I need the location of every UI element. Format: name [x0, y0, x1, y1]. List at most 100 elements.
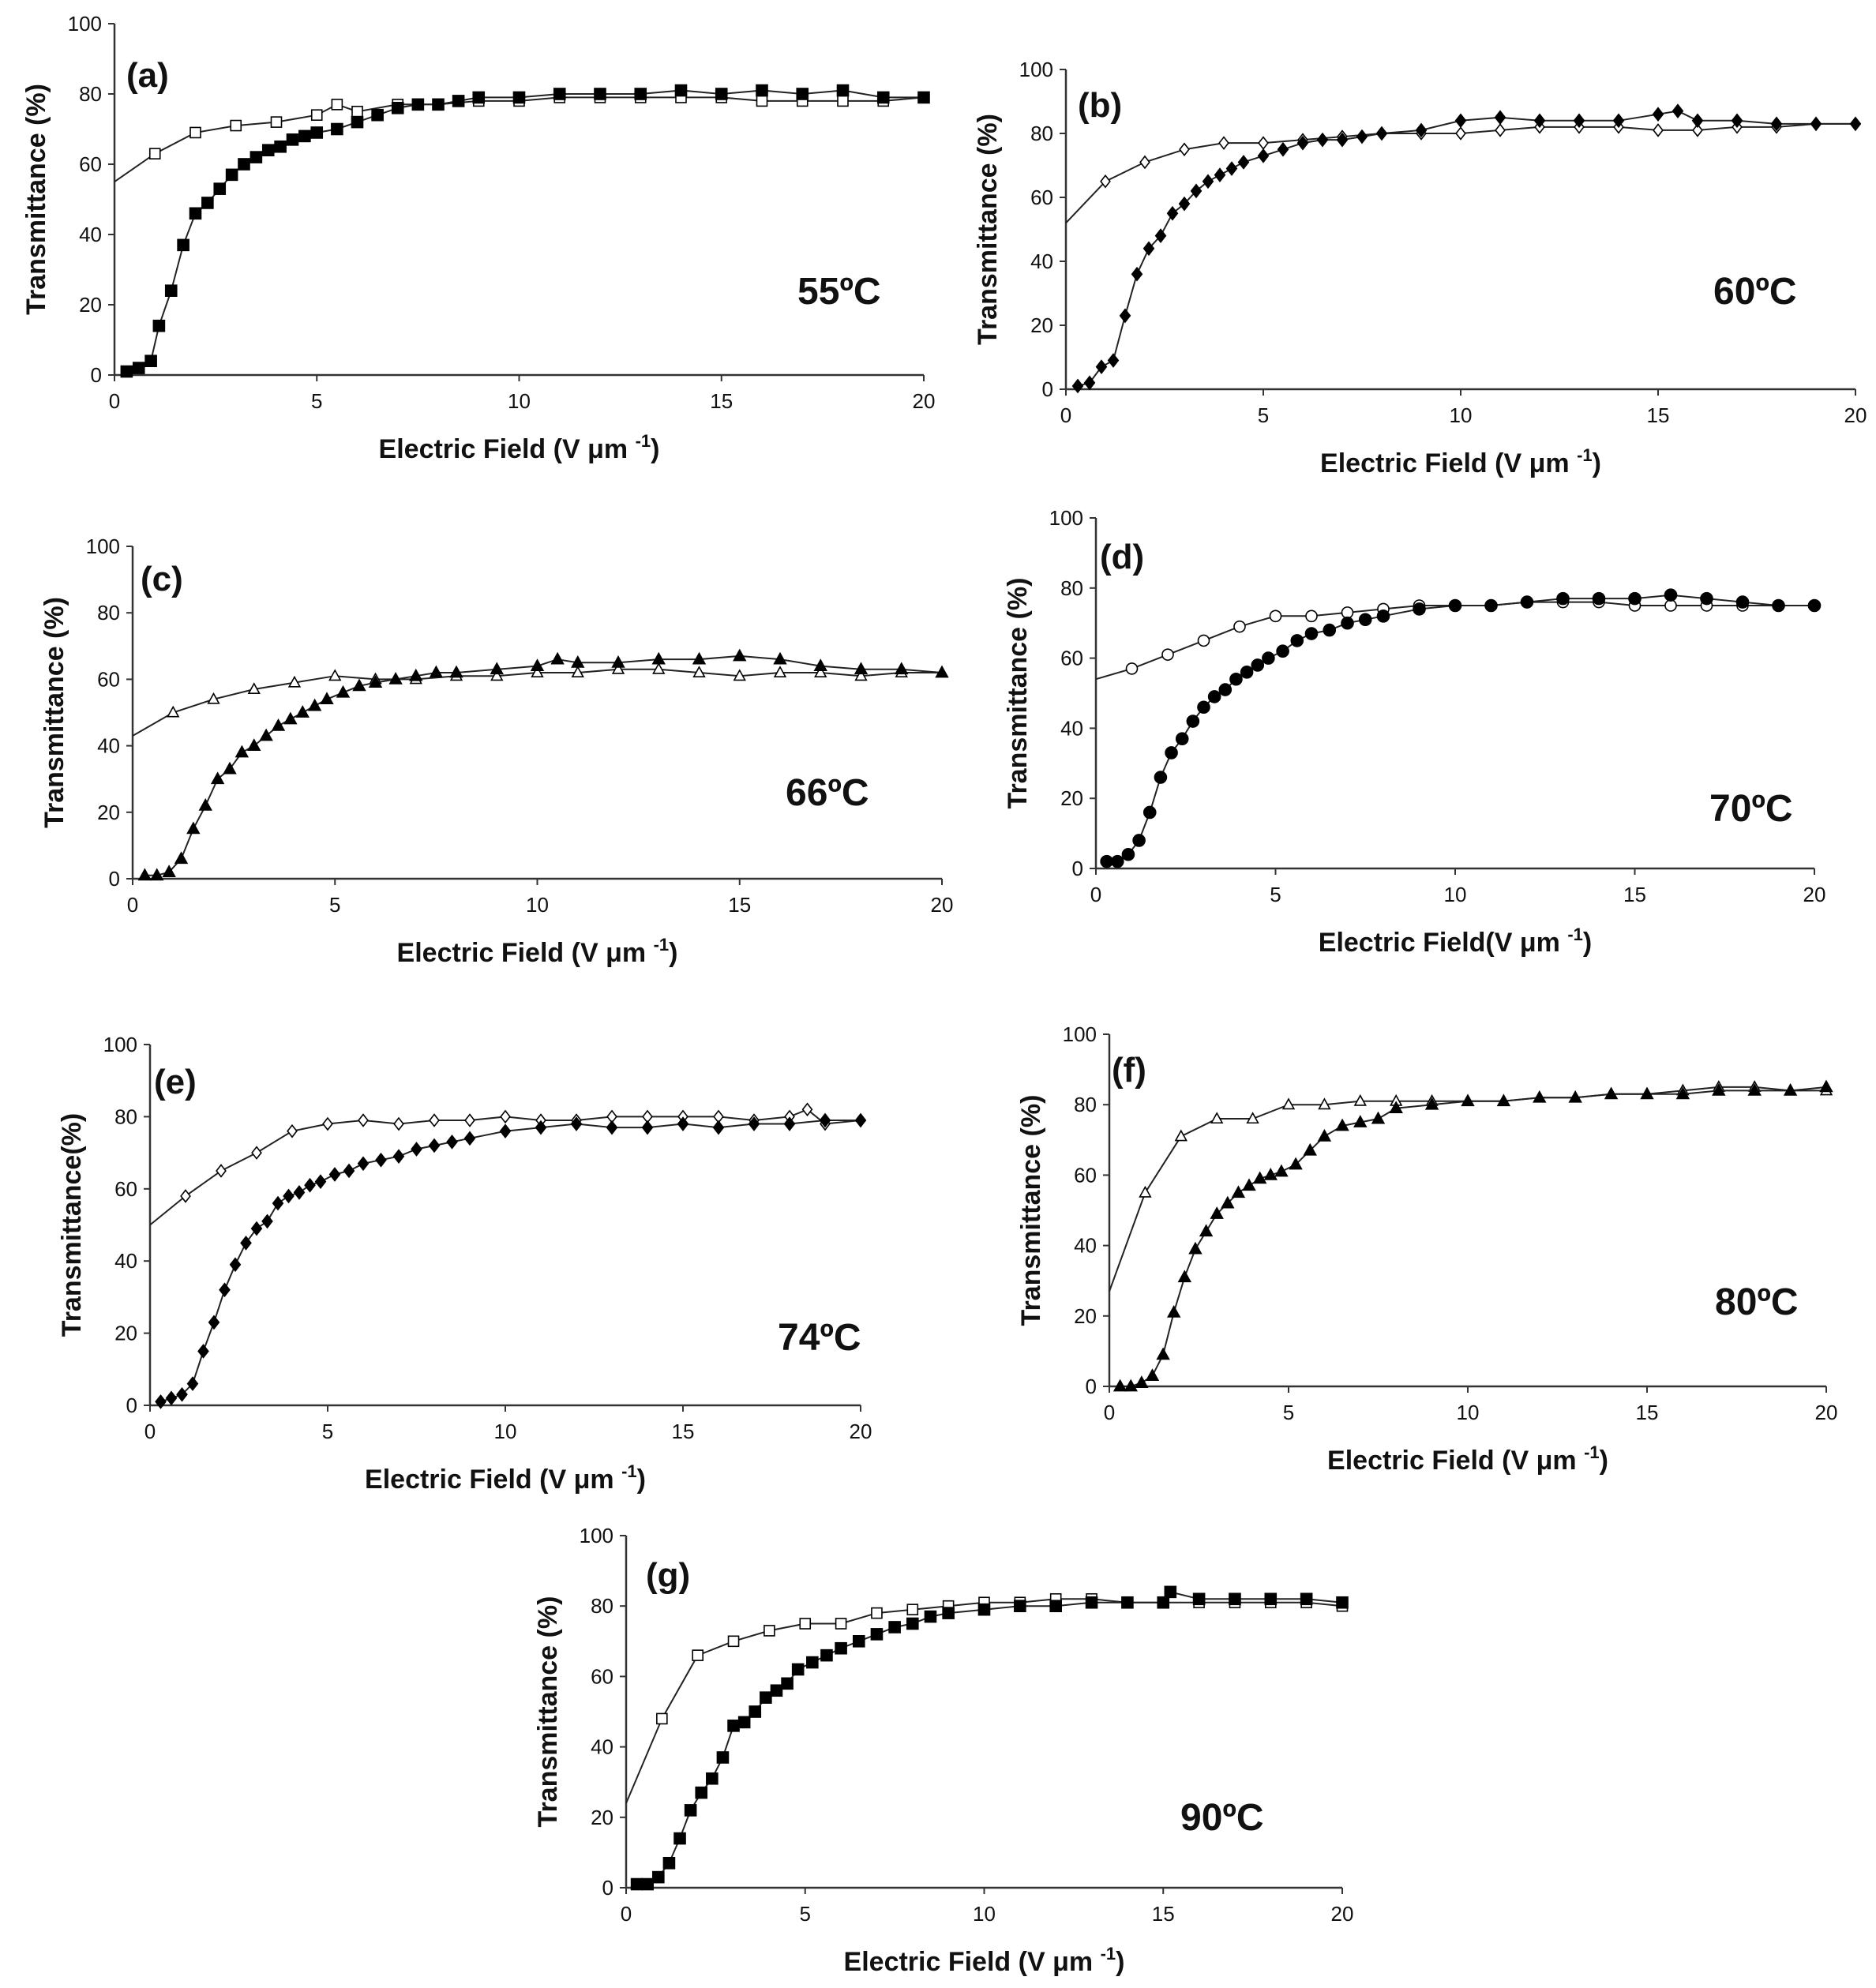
y-tick-label: 0 — [602, 1876, 613, 1900]
data-point — [1210, 1206, 1224, 1219]
data-point — [641, 1120, 654, 1135]
data-point — [1700, 591, 1713, 606]
data-point — [357, 1156, 370, 1172]
data-point — [1112, 1378, 1127, 1392]
x-axis-title: Electric Field (V μm -1) — [1320, 445, 1601, 478]
data-point — [351, 105, 363, 118]
data-point — [1819, 1079, 1833, 1093]
x-axis-title-main: Electric Field (V μm — [844, 1947, 1101, 1977]
y-tick-label: 80 — [591, 1594, 613, 1618]
y-axis-title: Transmittance (%) — [21, 84, 51, 315]
data-point — [320, 692, 334, 705]
data-point — [409, 668, 423, 681]
x-tick-label: 20 — [1331, 1902, 1354, 1926]
data-point — [748, 1116, 760, 1131]
y-tick-label: 60 — [1074, 1163, 1097, 1187]
data-point — [472, 91, 486, 104]
chart-panel-f: 0 20 40 60 80 100 0 5 10 15 20 Electric Field (V μm… — [1016, 1022, 1837, 1476]
data-point — [1174, 1129, 1188, 1142]
data-point — [1071, 378, 1084, 394]
data-point — [781, 1677, 794, 1690]
y-tick-label: 40 — [591, 1735, 613, 1759]
y-tick-label: 60 — [591, 1664, 613, 1688]
data-point — [1164, 1585, 1177, 1599]
x-tick-label: 5 — [1270, 883, 1281, 906]
data-point — [499, 1123, 512, 1139]
data-point — [1214, 167, 1226, 182]
data-point — [716, 1751, 730, 1764]
data-point — [250, 151, 263, 163]
data-point — [837, 95, 849, 107]
y-axis-title: Transmittance (%) — [973, 114, 1003, 345]
temperature-label: 60ºC — [1713, 271, 1797, 313]
data-point — [1568, 1090, 1582, 1103]
data-point — [895, 662, 909, 675]
data-point — [1290, 634, 1304, 647]
data-point — [1121, 1596, 1134, 1609]
data-point — [1229, 672, 1243, 686]
data-point — [606, 1120, 618, 1135]
data-point — [1197, 634, 1210, 647]
data-point — [1494, 110, 1506, 126]
x-axis-title: Electric Field (V μm -1) — [1327, 1442, 1608, 1476]
data-point — [1496, 1093, 1511, 1107]
data-point — [733, 669, 746, 681]
x-tick-label: 20 — [850, 1420, 872, 1443]
y-tick-label: 80 — [97, 601, 120, 625]
y-tick-label: 100 — [103, 1033, 137, 1056]
data-point — [446, 1135, 458, 1150]
data-point — [764, 1625, 775, 1637]
x-tick-label: 5 — [329, 893, 340, 917]
data-point — [165, 1390, 178, 1406]
data-point — [876, 91, 890, 104]
data-point — [819, 1112, 831, 1128]
x-axis-title-sup: -1 — [1567, 925, 1583, 944]
data-point — [251, 1146, 262, 1160]
data-point — [144, 354, 157, 368]
x-tick-label: 20 — [1844, 403, 1867, 427]
data-point — [1142, 241, 1155, 257]
data-point — [835, 1618, 847, 1630]
data-point — [247, 738, 261, 751]
data-point — [176, 1386, 188, 1402]
chart-panel-e: 0 20 40 60 80 100 0 5 10 15 20 Electric Field (V μm… — [57, 1033, 872, 1495]
data-point — [1240, 666, 1254, 679]
data-point — [553, 88, 566, 100]
data-point — [1770, 116, 1783, 132]
data-point — [371, 108, 384, 122]
x-tick-label: 15 — [672, 1420, 695, 1443]
y-tick-label: 40 — [1030, 249, 1053, 273]
data-point — [1100, 854, 1113, 868]
data-point — [1356, 129, 1368, 144]
data-point — [1747, 1083, 1762, 1096]
data-point — [662, 1856, 676, 1870]
y-tick-label: 60 — [1030, 186, 1053, 209]
x-tick-label: 0 — [621, 1902, 632, 1926]
temperature-label: 74ºC — [778, 1317, 861, 1359]
data-point — [1229, 1592, 1241, 1606]
y-tick-label: 0 — [91, 363, 102, 387]
y-tick-label: 60 — [79, 152, 102, 176]
x-axis-title-sup: -1 — [621, 1461, 637, 1481]
y-tick-label: 0 — [109, 867, 120, 891]
data-point — [1358, 613, 1372, 627]
data-point — [1691, 113, 1704, 129]
data-point — [1218, 136, 1229, 150]
x-axis-title-main: Electric Field(V μm — [1319, 928, 1568, 958]
data-point — [272, 1195, 284, 1211]
data-point — [428, 1138, 441, 1153]
data-point — [770, 1684, 783, 1697]
x-tick-label: 5 — [800, 1902, 811, 1926]
data-point — [1157, 1596, 1170, 1609]
chart-panel-d: 0 20 40 60 80 100 0 5 10 15 20 Electric Field(V μm … — [1003, 506, 1825, 958]
y-tick-label: 100 — [68, 12, 102, 36]
data-point — [835, 1641, 847, 1655]
data-point — [1218, 683, 1233, 696]
chart-panel-a: 0 20 40 60 80 100 0 5 10 15 20 Electric Field (V μm… — [21, 12, 935, 464]
x-axis-title-tail: ) — [1583, 928, 1592, 958]
data-point — [773, 651, 787, 665]
data-point — [611, 655, 625, 668]
data-point — [1672, 103, 1684, 118]
data-point — [189, 126, 201, 139]
data-point — [801, 1102, 813, 1117]
